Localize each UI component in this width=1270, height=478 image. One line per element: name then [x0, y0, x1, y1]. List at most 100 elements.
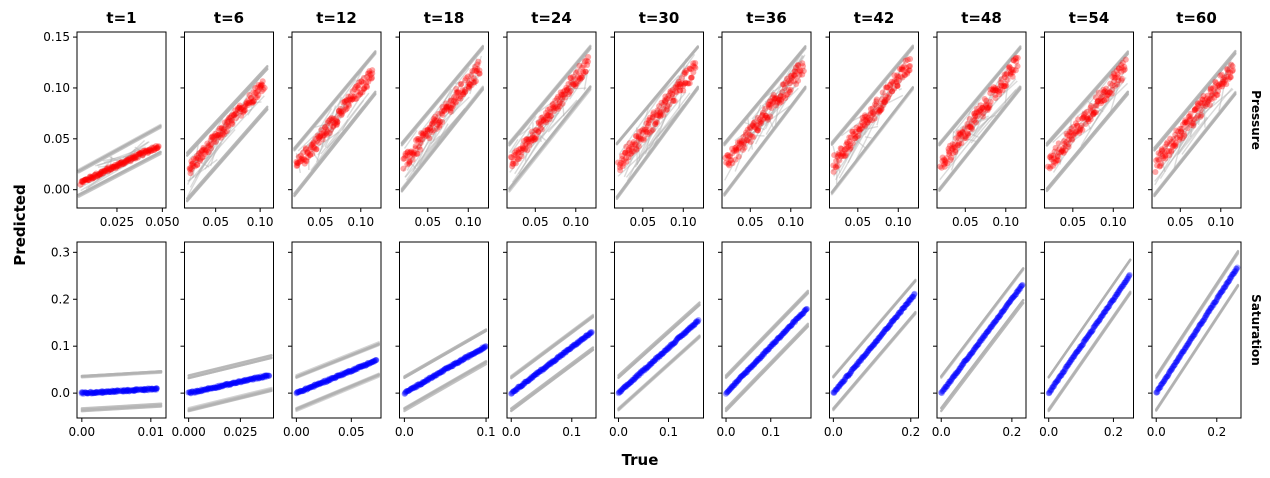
data-point — [690, 321, 697, 328]
data-point — [455, 94, 462, 101]
data-point — [799, 63, 806, 70]
data-point — [580, 70, 587, 77]
data-point — [458, 356, 465, 363]
x-tick-label: 0.05 — [414, 215, 441, 229]
data-point — [524, 147, 531, 154]
data-point — [535, 119, 542, 126]
data-point — [748, 364, 755, 371]
data-point — [722, 390, 729, 397]
data-point — [88, 390, 95, 397]
data-point — [664, 95, 671, 102]
data-point — [317, 132, 324, 139]
data-point — [1082, 336, 1089, 343]
data-point — [672, 337, 679, 344]
band-noise-line — [80, 158, 125, 185]
data-point — [959, 128, 966, 135]
data-point — [448, 97, 455, 104]
data-point — [1187, 115, 1194, 122]
data-point — [443, 104, 450, 111]
data-point — [307, 383, 314, 390]
data-point — [691, 321, 698, 328]
data-point — [424, 126, 431, 133]
data-point — [741, 139, 748, 146]
data-point — [887, 86, 894, 93]
data-point — [252, 376, 259, 383]
data-point — [528, 135, 535, 142]
band-upper-line — [295, 341, 380, 377]
data-point — [1103, 85, 1110, 92]
data-point — [887, 81, 894, 88]
data-point — [872, 101, 879, 108]
data-point — [522, 378, 529, 385]
data-point — [194, 152, 201, 159]
data-point — [869, 109, 876, 116]
data-point — [1091, 322, 1098, 329]
data-point — [753, 122, 760, 129]
data-point — [362, 361, 369, 368]
data-point — [833, 386, 840, 393]
data-point — [562, 94, 569, 101]
data-point — [841, 147, 848, 154]
data-point — [881, 98, 888, 105]
band-noise-line — [625, 92, 691, 178]
data-point — [431, 372, 438, 379]
panel-saturation-t=48: 0.0 0.2 — [932, 241, 1027, 439]
data-point — [738, 140, 745, 147]
data-point — [541, 364, 548, 371]
data-point — [842, 146, 849, 153]
data-point — [230, 112, 237, 119]
data-point — [1098, 313, 1105, 320]
band-noise-line — [972, 69, 1007, 136]
data-point — [101, 167, 108, 174]
data-point — [584, 332, 591, 339]
data-point — [960, 360, 967, 367]
band-noise-line — [187, 151, 202, 185]
data-point — [337, 105, 344, 112]
band-noise-line — [1068, 109, 1101, 131]
data-point — [864, 348, 871, 355]
data-point — [255, 81, 262, 88]
data-point — [1228, 61, 1235, 68]
data-point — [1084, 108, 1091, 115]
data-point — [188, 161, 195, 168]
data-point — [785, 77, 792, 84]
data-point — [1215, 292, 1222, 299]
data-point — [1085, 331, 1092, 338]
data-point — [847, 142, 854, 149]
data-point — [1004, 76, 1011, 83]
data-point — [980, 335, 987, 342]
band-noise-line — [1178, 87, 1233, 155]
band-noise-line — [418, 67, 470, 135]
data-point — [767, 101, 774, 108]
data-point — [349, 96, 356, 103]
data-point — [856, 126, 863, 133]
x-tick-label: 0.05 — [522, 215, 549, 229]
data-point — [464, 73, 471, 80]
data-point — [579, 64, 586, 71]
data-point — [474, 349, 481, 356]
band-noise-line — [109, 156, 113, 169]
data-point — [890, 80, 897, 87]
data-point — [980, 110, 987, 117]
data-point — [149, 386, 156, 393]
data-point — [258, 82, 265, 89]
data-point — [1162, 155, 1169, 162]
data-point — [436, 123, 443, 130]
band-noise-line — [231, 86, 254, 109]
data-point — [1000, 307, 1007, 314]
data-point — [1223, 81, 1230, 88]
band-noise-line — [1159, 153, 1166, 173]
data-point — [588, 329, 595, 336]
data-point — [509, 163, 516, 170]
data-point — [729, 145, 736, 152]
band-noise-line — [661, 99, 670, 120]
data-point — [249, 375, 256, 382]
data-point — [1175, 128, 1182, 135]
data-point — [640, 367, 647, 374]
data-point — [1157, 384, 1164, 391]
data-point — [520, 145, 527, 152]
data-point — [799, 310, 806, 317]
data-point — [736, 144, 743, 151]
data-point — [653, 112, 660, 119]
